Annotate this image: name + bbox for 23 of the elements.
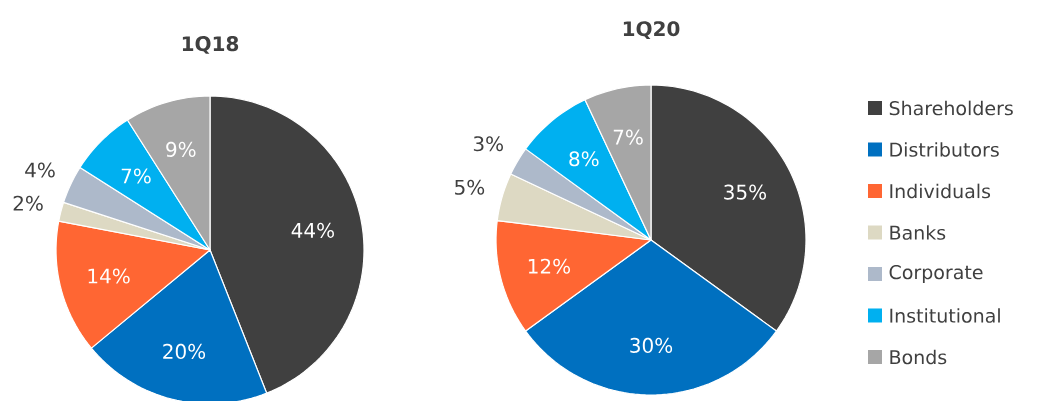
data-label: 14% [88,268,130,284]
data-label: 35% [724,184,767,200]
chart-title: 1Q18 [182,36,239,54]
data-label: 30% [630,337,673,353]
data-label: 8% [569,151,599,167]
data-label: 3% [473,136,503,152]
data-label: 7% [613,129,643,145]
legend-label: Institutional [890,308,1000,323]
data-label: 20% [163,343,206,359]
data-label: 44% [291,222,334,238]
chart-title: 1Q20 [623,21,680,39]
legend-label: Corporate [889,264,983,284]
data-label: 12% [528,258,571,274]
legend-label: Distributors [890,142,999,157]
data-label: 4% [25,162,55,178]
data-label: 7% [121,168,151,184]
data-label: 9% [166,141,196,157]
legend-label: Banks [890,225,946,240]
legend-label: Shareholders [889,100,1013,116]
data-label: 2% [13,195,43,211]
data-label: 5% [455,179,485,195]
legend-label: Bonds [890,349,947,365]
legend-label: Individuals [890,183,991,199]
